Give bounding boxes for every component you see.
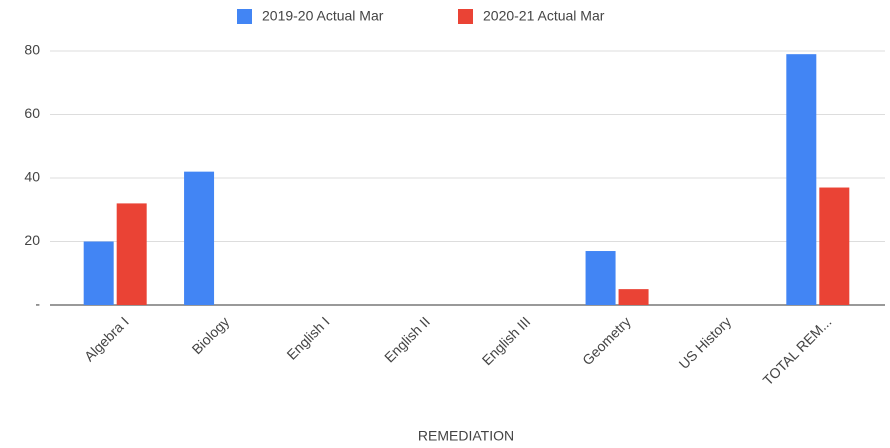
x-tick-label: Geometry bbox=[579, 313, 634, 368]
x-axis-label: REMEDIATION bbox=[418, 428, 514, 444]
legend-label: 2019-20 Actual Mar bbox=[262, 8, 384, 24]
y-tick-label: 40 bbox=[24, 169, 40, 185]
bar bbox=[116, 203, 147, 305]
y-tick-label: 80 bbox=[24, 42, 40, 58]
y-tick-label: 60 bbox=[24, 105, 40, 121]
x-tick-label: English III bbox=[479, 313, 534, 368]
legend-label: 2020-21 Actual Mar bbox=[483, 8, 605, 24]
bar bbox=[585, 251, 616, 305]
x-tick-label: Biology bbox=[189, 313, 233, 357]
bar bbox=[786, 54, 817, 305]
x-tick-label: TOTAL REM... bbox=[760, 313, 835, 388]
x-tick-label: English II bbox=[381, 313, 433, 365]
x-tick-label: Algebra I bbox=[81, 313, 132, 364]
y-tick-label: 20 bbox=[24, 232, 40, 248]
bar bbox=[819, 187, 850, 305]
legend-swatch bbox=[237, 9, 252, 24]
y-tick-label: - bbox=[35, 296, 40, 312]
bar bbox=[83, 241, 114, 305]
bar bbox=[618, 289, 649, 305]
bar bbox=[184, 171, 215, 305]
x-tick-label: English I bbox=[283, 313, 332, 362]
legend-swatch bbox=[458, 9, 473, 24]
x-tick-label: US History bbox=[676, 313, 735, 372]
